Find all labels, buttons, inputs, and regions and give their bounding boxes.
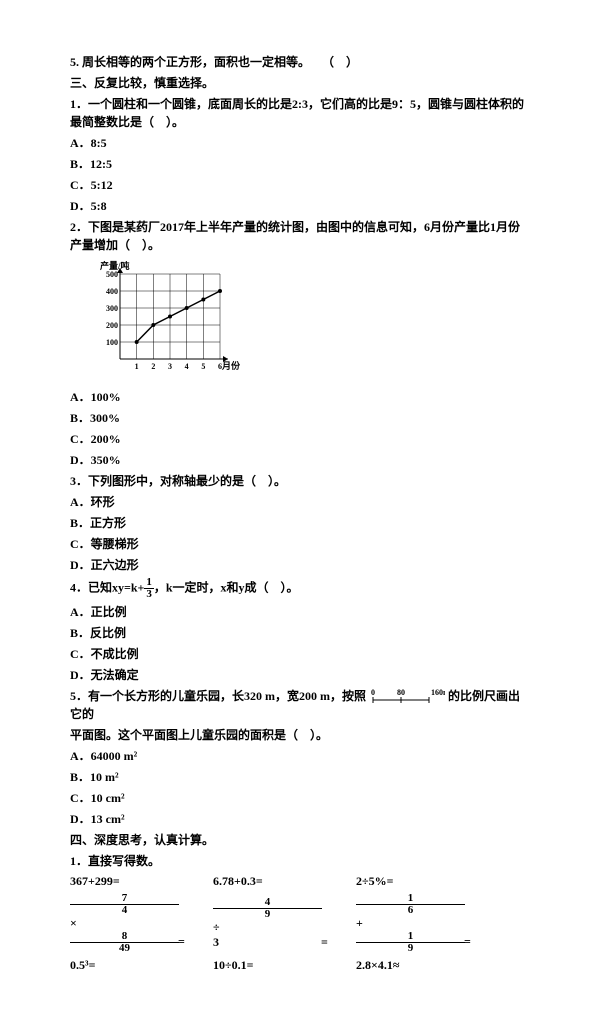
- frac-num: 1: [356, 931, 465, 943]
- q4-stem-after: ，k一定时，x和y成（ ）。: [154, 580, 299, 594]
- fraction-1-9: 19: [356, 931, 461, 954]
- q3-stem: 3．下列图形中，对称轴最少的是（ ）。: [70, 472, 525, 490]
- q1-stem: 1．一个圆柱和一个圆锥，底面周长的比是2:3，它们高的比是9：5，圆锥与圆柱体积…: [70, 95, 525, 131]
- calc-r2c2: 49÷3 =: [213, 897, 353, 950]
- svg-text:3: 3: [168, 362, 172, 371]
- calc-r1c2: 6.78+0.3=: [213, 874, 353, 889]
- q5-stem-before: 5．有一个长方形的儿童乐园，长320 m，宽200 m，按照: [70, 689, 366, 703]
- fraction-1-6: 16: [356, 893, 461, 916]
- production-chart: 产量/吨100200300400500123456月份: [90, 259, 525, 383]
- calc-r2c1: 74×849 =: [70, 893, 210, 954]
- svg-text:300: 300: [106, 304, 118, 313]
- frac-den: 6: [356, 905, 465, 916]
- svg-text:1: 1: [135, 362, 139, 371]
- q4-stem: 4．已知xy=k+13，k一定时，x和y成（ ）。: [70, 577, 525, 600]
- frac-den: 9: [213, 909, 322, 920]
- calc-r1c1: 367+299=: [70, 874, 210, 889]
- svg-text:4: 4: [185, 362, 189, 371]
- fraction-8-49: 849: [70, 931, 175, 954]
- q3-opt-d: D．正六边形: [70, 556, 525, 574]
- q4-opt-b: B．反比例: [70, 624, 525, 642]
- svg-text:500: 500: [106, 270, 118, 279]
- section-4-title: 四、深度思考，认真计算。: [70, 831, 525, 849]
- q4-stem-before: 4．已知xy=k+: [70, 580, 144, 594]
- calc-r3c2: 10÷0.1=: [213, 958, 353, 973]
- q3-opt-c: C．等腰梯形: [70, 535, 525, 553]
- q5-opt-c: C．10 cm²: [70, 789, 525, 807]
- fraction-7-4: 74: [70, 893, 175, 916]
- q5-stem-line1: 5．有一个长方形的儿童乐园，长320 m，宽200 m，按照 080160m 的…: [70, 687, 525, 723]
- section-3-title: 三、反复比较，慎重选择。: [70, 74, 525, 92]
- svg-text:2: 2: [151, 362, 155, 371]
- operator: +: [356, 916, 461, 931]
- q1-opt-b: B．12:5: [70, 155, 525, 173]
- q2-opt-c: C．200%: [70, 430, 525, 448]
- calc-r1c3: 2÷5%=: [356, 874, 496, 889]
- q4-opt-c: C．不成比例: [70, 645, 525, 663]
- frac-num: 4: [213, 897, 322, 909]
- svg-text:80: 80: [397, 689, 405, 697]
- q3-opt-b: B．正方形: [70, 514, 525, 532]
- frac-num: 7: [70, 893, 179, 905]
- q5-opt-a: A．64000 m²: [70, 747, 525, 765]
- frac-num: 8: [70, 931, 179, 943]
- operator: ×: [70, 916, 175, 931]
- frac-den: 4: [70, 905, 179, 916]
- q4-opt-a: A．正比例: [70, 603, 525, 621]
- q2-opt-b: B．300%: [70, 409, 525, 427]
- svg-text:200: 200: [106, 321, 118, 330]
- svg-text:5: 5: [201, 362, 205, 371]
- fraction-1-3: 13: [144, 577, 154, 600]
- frac-num: 1: [356, 893, 465, 905]
- tf-question-5: 5. 周长相等的两个正方形，面积也一定相等。 （ ）: [70, 53, 525, 71]
- calc-row-2: 74×849 = 49÷3 = 16+19 =: [70, 893, 525, 954]
- scale-bar-icon: 0 80 160m: [369, 689, 445, 705]
- calc-row-3: 0.5³= 10÷0.1= 2.8×4.1≈: [70, 958, 525, 973]
- q5-opt-b: B．10 m²: [70, 768, 525, 786]
- fraction-den: 3: [144, 589, 154, 600]
- q2-opt-d: D．350%: [70, 451, 525, 469]
- q2-stem: 2．下图是某药厂2017年上半年产量的统计图，由图中的信息可知，6月份产量比1月…: [70, 218, 525, 254]
- svg-text:月份: 月份: [221, 360, 240, 371]
- frac-den: 49: [70, 943, 179, 954]
- svg-text:400: 400: [106, 287, 118, 296]
- svg-text:160m: 160m: [431, 689, 445, 697]
- q5-opt-d: D．13 cm²: [70, 810, 525, 828]
- q1-opt-d: D．5:8: [70, 197, 525, 215]
- divisor: 3: [213, 935, 318, 950]
- q1-opt-a: A．8:5: [70, 134, 525, 152]
- calc-r3c1: 0.5³=: [70, 958, 210, 973]
- calc-title: 1．直接写得数。: [70, 852, 525, 870]
- calc-r3c3: 2.8×4.1≈: [356, 958, 496, 973]
- svg-text:100: 100: [106, 338, 118, 347]
- fraction-4-9: 49: [213, 897, 318, 920]
- q4-opt-d: D．无法确定: [70, 666, 525, 684]
- q2-opt-a: A．100%: [70, 388, 525, 406]
- q5-stem-line2: 平面图。这个平面图上儿童乐园的面积是（ ）。: [70, 726, 525, 744]
- frac-den: 9: [356, 943, 465, 954]
- q3-opt-a: A．环形: [70, 493, 525, 511]
- calc-row-1: 367+299= 6.78+0.3= 2÷5%=: [70, 874, 525, 889]
- operator: ÷: [213, 920, 318, 935]
- q1-opt-c: C．5:12: [70, 176, 525, 194]
- svg-text:0: 0: [371, 689, 375, 697]
- calc-r2c3: 16+19 =: [356, 893, 496, 954]
